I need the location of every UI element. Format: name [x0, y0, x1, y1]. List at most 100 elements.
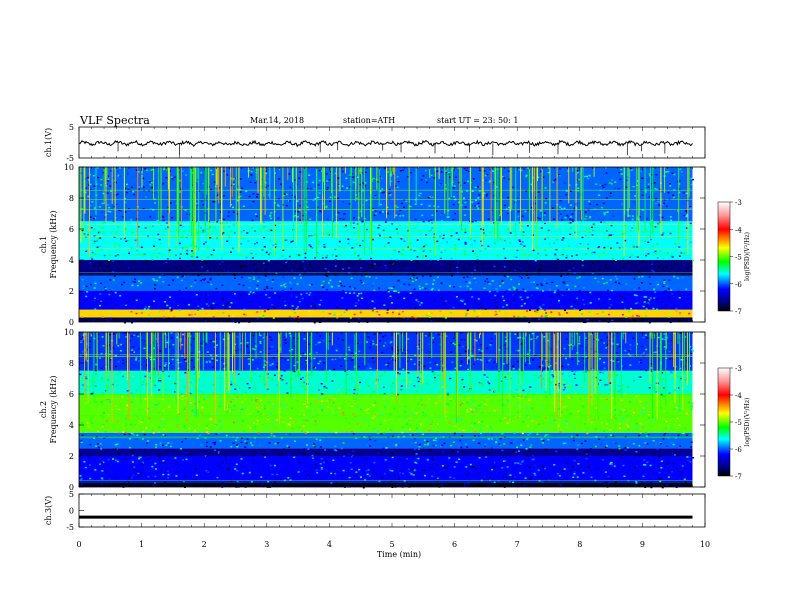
psd-cell [501, 280, 504, 282]
psd-cell [481, 383, 484, 386]
psd-cell [284, 265, 287, 268]
psd-cell [110, 317, 113, 319]
psd-cell [328, 234, 331, 236]
psd-cell [206, 269, 209, 272]
psd-cell [314, 343, 317, 346]
psd-cell [395, 444, 398, 447]
psd-cell [306, 362, 309, 365]
psd-cell [161, 444, 164, 447]
psd-cell [300, 385, 303, 387]
psd-cell [537, 376, 540, 379]
psd-cell [208, 360, 211, 362]
psd-cell [523, 299, 526, 301]
psd-cell [334, 398, 337, 401]
psd-cell [384, 335, 387, 337]
psd-cell [369, 343, 372, 345]
psd-cell [465, 280, 468, 283]
psd-cell [565, 193, 568, 196]
psd-cell [516, 249, 519, 252]
psd-cell [479, 424, 482, 426]
psd-cell [645, 237, 648, 239]
psd-cell [445, 300, 448, 302]
psd-cell [663, 279, 666, 282]
psd-cell [509, 232, 512, 234]
psd-cell [223, 252, 226, 254]
psd-cell [431, 475, 434, 478]
psd-cell [260, 476, 263, 478]
psd-cell [94, 217, 97, 219]
psd-cell [682, 318, 685, 320]
psd-cell [483, 479, 486, 481]
psd-cell [577, 190, 580, 192]
psd-cell [460, 361, 463, 364]
psd-cell [278, 407, 281, 410]
psd-cell [477, 207, 480, 209]
psd-cell [620, 271, 623, 273]
psd-cell [144, 168, 147, 170]
psd-cell [359, 279, 362, 282]
psd-cell [106, 379, 109, 381]
psd-cell [618, 171, 621, 174]
psd-cell [545, 434, 548, 436]
psd-cell [426, 383, 429, 385]
psd-cell [622, 276, 625, 278]
psd-cell [251, 444, 254, 447]
psd-cell [608, 306, 611, 309]
psd-cell [136, 333, 139, 336]
psd-cell [535, 311, 538, 313]
psd-cell [85, 256, 88, 259]
psd-cell [378, 287, 381, 289]
psd-cell [314, 241, 317, 243]
psd-cell [100, 282, 103, 285]
psd-cell [558, 475, 561, 477]
psd-cell [504, 456, 507, 458]
psd-cell [504, 460, 507, 462]
psd-cell [203, 320, 206, 322]
psd-cell [657, 382, 660, 385]
psd-cell [249, 253, 252, 256]
psd-cell [84, 466, 87, 469]
psd-cell [675, 310, 678, 312]
psd-cell [342, 411, 345, 414]
psd-cell [429, 303, 432, 305]
psd-cell [566, 409, 569, 411]
psd-cell [98, 463, 101, 465]
psd-cell [281, 255, 284, 257]
psd-cell [336, 260, 339, 263]
psd-cell [131, 457, 134, 460]
psd-cell [361, 182, 364, 184]
psd-cell [627, 298, 630, 301]
psd-cell [240, 458, 243, 460]
psd-cell [554, 254, 557, 257]
psd-cell [353, 354, 356, 357]
psd-cell [152, 484, 155, 486]
psd-cell [94, 469, 97, 471]
psd-cell [508, 206, 511, 209]
psd-cell [169, 445, 172, 448]
psd-cell [549, 317, 552, 320]
psd-cell [266, 373, 269, 375]
psd-cell [404, 263, 407, 266]
psd-cell [130, 219, 133, 221]
psd-cell [230, 287, 233, 289]
psd-cell [417, 364, 420, 366]
psd-cell [480, 228, 483, 230]
psd-cell [434, 362, 437, 364]
psd-cell [309, 245, 312, 248]
psd-cell [348, 422, 351, 425]
psd-cell [672, 463, 675, 465]
psd-cell [606, 478, 609, 480]
psd-cell [466, 390, 469, 392]
psd-cell [133, 466, 136, 468]
psd-cell [403, 480, 406, 482]
psd-cell [670, 427, 673, 429]
psd-cell [323, 449, 326, 451]
psd-cell [115, 263, 118, 266]
psd-cell [201, 344, 204, 347]
psd-cell [312, 303, 315, 305]
psd-cell [126, 301, 129, 304]
psd-cell [190, 244, 193, 246]
psd-cell [383, 245, 386, 247]
psd-band [79, 482, 693, 487]
psd-cell [95, 363, 98, 366]
